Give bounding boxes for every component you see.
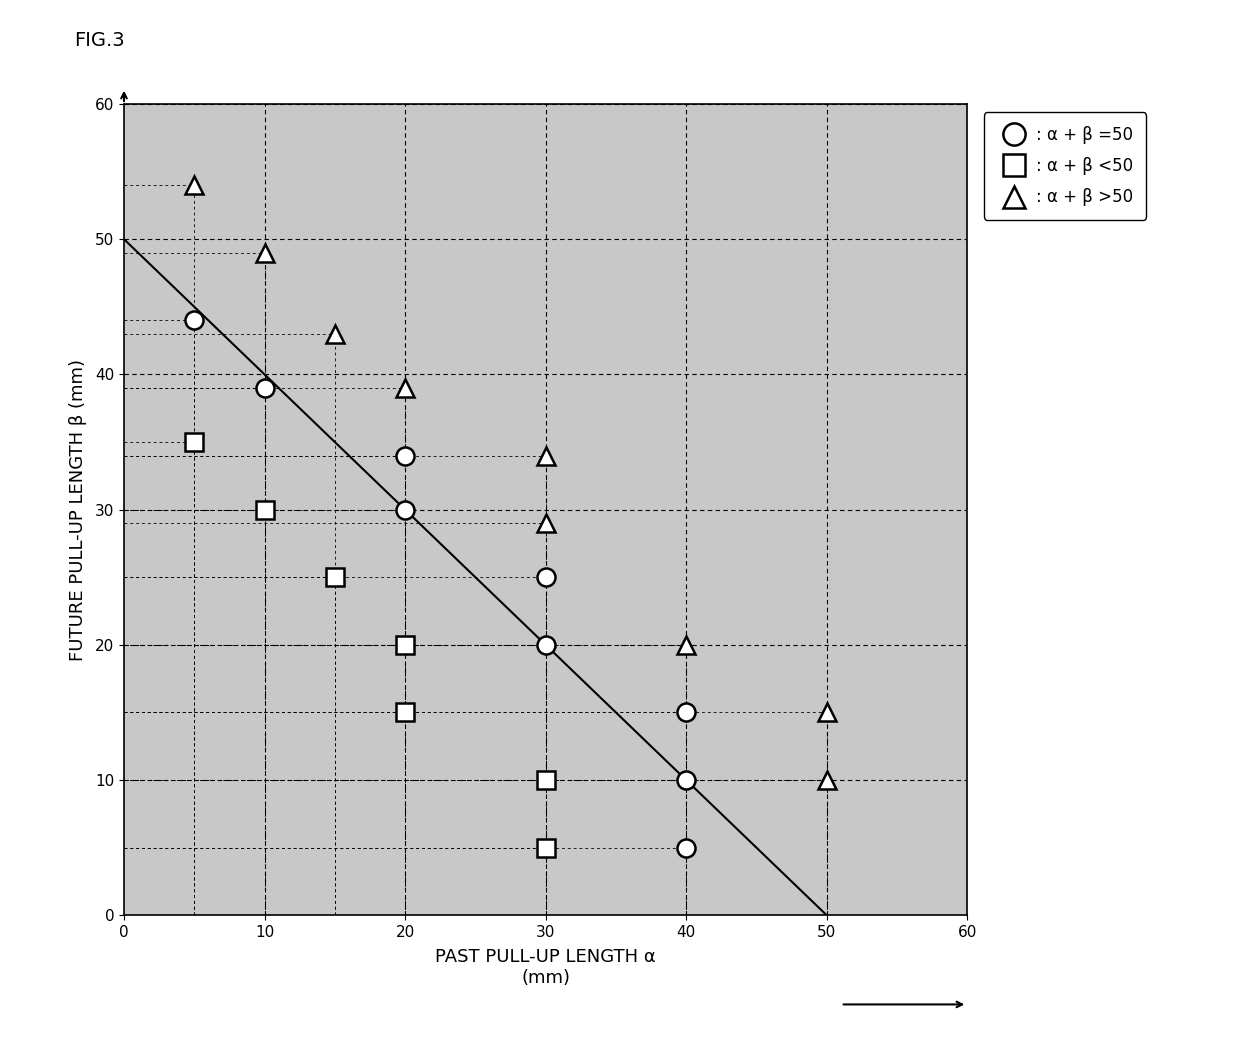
Legend: : α + β =50, : α + β <50, : α + β >50: : α + β =50, : α + β <50, : α + β >50 xyxy=(985,112,1146,219)
X-axis label: PAST PULL-UP LENGTH α
(mm): PAST PULL-UP LENGTH α (mm) xyxy=(435,948,656,987)
Y-axis label: FUTURE PULL-UP LENGTH β (mm): FUTURE PULL-UP LENGTH β (mm) xyxy=(68,359,87,660)
Text: FIG.3: FIG.3 xyxy=(74,31,125,50)
